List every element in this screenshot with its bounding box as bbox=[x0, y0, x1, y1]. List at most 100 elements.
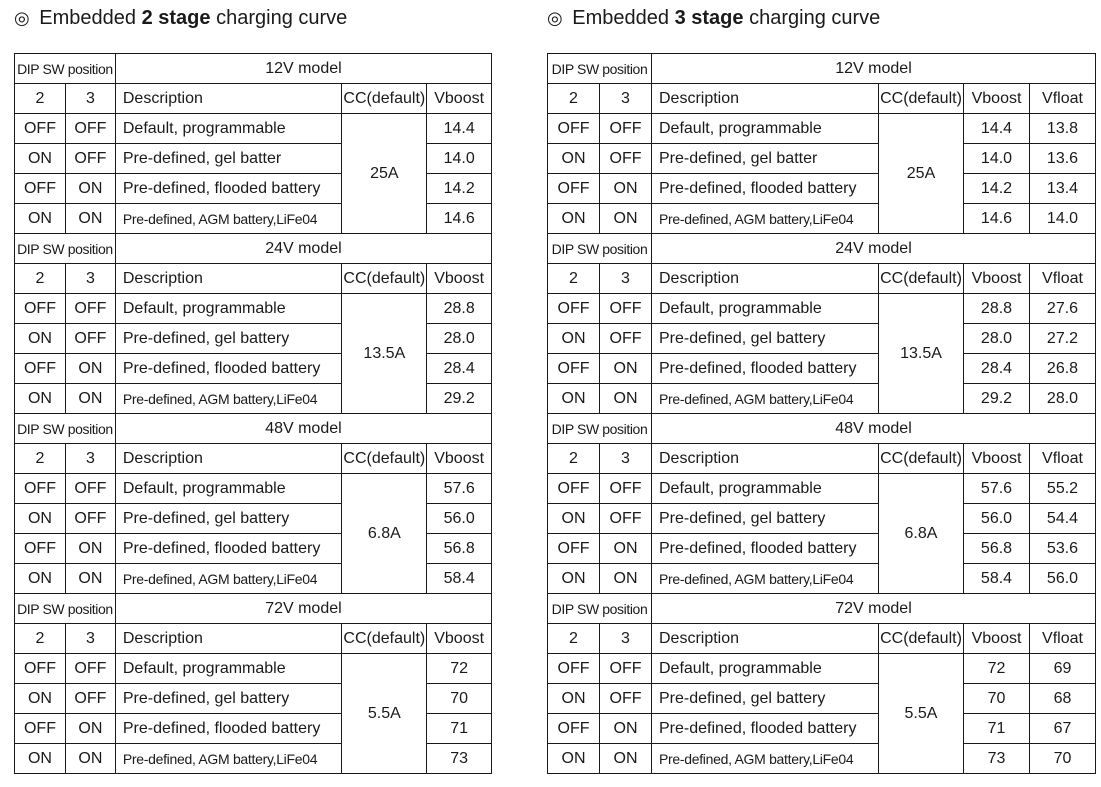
header-vboost: Vboost bbox=[426, 443, 492, 474]
vboost-value: 28.4 bbox=[426, 353, 492, 384]
dip-sw-label: DIP SW position bbox=[14, 593, 116, 624]
vboost-value: 58.4 bbox=[963, 563, 1030, 594]
battery-description: Pre-defined, flooded battery bbox=[651, 533, 879, 564]
header-sw3: 3 bbox=[64, 263, 116, 294]
battery-description: Pre-defined, AGM battery,LiFe04 bbox=[114, 563, 343, 594]
switch-3-state: OFF bbox=[64, 113, 116, 144]
switch-2-state: ON bbox=[547, 503, 600, 534]
battery-description: Pre-defined, AGM battery,LiFe04 bbox=[651, 383, 879, 414]
table-row: ON OFF Pre-defined, gel battery 56.0 54.4 bbox=[547, 503, 1096, 534]
vboost-value: 29.2 bbox=[426, 383, 492, 414]
vboost-value: 58.4 bbox=[426, 563, 492, 594]
header-cc: CC(default) bbox=[878, 623, 964, 654]
header-sw2: 2 bbox=[547, 263, 600, 294]
table-row: OFF ON Pre-defined, flooded battery 28.4 26.… bbox=[547, 353, 1096, 384]
table-row: ON ON Pre-defined, AGM battery,LiFe04 73 70 bbox=[547, 743, 1096, 774]
table-row: OFF ON Pre-defined, flooded battery 28.4 bbox=[14, 353, 492, 384]
vfloat-value: 56.0 bbox=[1029, 563, 1096, 594]
vboost-value: 14.2 bbox=[426, 173, 492, 204]
table-row: ON ON Pre-defined, AGM battery,LiFe04 58.4 5… bbox=[547, 563, 1096, 594]
header-cc: CC(default) bbox=[341, 83, 428, 114]
switch-2-state: ON bbox=[14, 683, 66, 714]
switch-2-state: OFF bbox=[547, 533, 600, 564]
battery-description: Pre-defined, gel batter bbox=[651, 143, 879, 174]
vfloat-value: 68 bbox=[1029, 683, 1096, 714]
switch-2-state: ON bbox=[14, 143, 66, 174]
switch-2-state: OFF bbox=[547, 473, 600, 504]
battery-description: Pre-defined, AGM battery,LiFe04 bbox=[114, 743, 343, 774]
switch-2-state: OFF bbox=[547, 653, 600, 684]
switch-2-state: OFF bbox=[547, 713, 600, 744]
vboost-value: 14.2 bbox=[963, 173, 1030, 204]
column-header-row: 2 3 Description CC(default) Vboost bbox=[14, 263, 492, 294]
vboost-value: 56.0 bbox=[426, 503, 492, 534]
header-sw3: 3 bbox=[64, 623, 116, 654]
vboost-value: 28.8 bbox=[963, 293, 1030, 324]
cc-default-value: 5.5A bbox=[878, 653, 964, 774]
dip-sw-label: DIP SW position bbox=[547, 233, 652, 264]
vfloat-value: 13.8 bbox=[1029, 113, 1096, 144]
battery-description: Pre-defined, gel battery bbox=[114, 683, 343, 714]
battery-description: Pre-defined, AGM battery,LiFe04 bbox=[114, 383, 343, 414]
table-row: OFF OFF Default, programmable 25A 14.4 13.8 bbox=[547, 113, 1096, 234]
heading-bold: 3 stage bbox=[674, 7, 744, 29]
table-row: ON OFF Pre-defined, gel battery 28.0 27.2 bbox=[547, 323, 1096, 354]
switch-3-state: OFF bbox=[599, 653, 652, 684]
model-title: 12V model bbox=[114, 53, 493, 84]
column-header-row: 2 3 Description CC(default) Vboost Vfloat bbox=[547, 263, 1096, 294]
switch-2-state: ON bbox=[14, 563, 66, 594]
switch-3-state: OFF bbox=[599, 323, 652, 354]
model-title: 72V model bbox=[114, 593, 493, 624]
header-cc: CC(default) bbox=[341, 263, 428, 294]
switch-3-state: ON bbox=[599, 713, 652, 744]
cc-default-value: 25A bbox=[878, 113, 964, 234]
header-vfloat: Vfloat bbox=[1029, 83, 1096, 114]
vboost-value: 73 bbox=[426, 743, 492, 774]
model-title: 48V model bbox=[651, 413, 1096, 444]
header-vboost: Vboost bbox=[963, 263, 1030, 294]
switch-3-state: OFF bbox=[64, 473, 116, 504]
vboost-value: 14.0 bbox=[963, 143, 1030, 174]
switch-3-state: OFF bbox=[64, 143, 116, 174]
model-title: 72V model bbox=[651, 593, 1096, 624]
switch-2-state: OFF bbox=[14, 353, 66, 384]
table-row: OFF OFF Default, programmable 25A 14.4 bbox=[14, 113, 492, 234]
header-sw3: 3 bbox=[64, 83, 116, 114]
model-title-row: DIP SW position 48V model bbox=[547, 413, 1096, 444]
battery-description: Default, programmable bbox=[651, 293, 879, 324]
switch-2-state: OFF bbox=[14, 113, 66, 144]
table-row: OFF OFF Default, programmable 6.8A 57.6 55.2 bbox=[547, 473, 1096, 594]
vboost-value: 14.6 bbox=[426, 203, 492, 234]
battery-description: Pre-defined, flooded battery bbox=[651, 173, 879, 204]
vboost-value: 14.4 bbox=[963, 113, 1030, 144]
battery-description: Pre-defined, flooded battery bbox=[651, 713, 879, 744]
three-stage-heading: ◎ Embedded 3 stage charging curve bbox=[547, 0, 1098, 38]
cc-default-value: 5.5A bbox=[341, 653, 428, 774]
switch-2-state: ON bbox=[547, 143, 600, 174]
table-row: ON ON Pre-defined, AGM battery,LiFe04 29.2 2… bbox=[547, 383, 1096, 414]
switch-2-state: OFF bbox=[14, 173, 66, 204]
two-stage-table: DIP SW position 12V model 2 3 Description CC(… bbox=[14, 53, 493, 774]
switch-3-state: OFF bbox=[599, 113, 652, 144]
switch-2-state: ON bbox=[547, 743, 600, 774]
column-header-row: 2 3 Description CC(default) Vboost bbox=[14, 443, 492, 474]
table-row: OFF OFF Default, programmable 6.8A 57.6 bbox=[14, 473, 492, 594]
switch-3-state: ON bbox=[599, 743, 652, 774]
table-row: ON OFF Pre-defined, gel batter 14.0 bbox=[14, 143, 492, 174]
battery-description: Pre-defined, gel batter bbox=[114, 143, 343, 174]
dip-sw-label: DIP SW position bbox=[14, 53, 116, 84]
battery-description: Pre-defined, flooded battery bbox=[114, 713, 343, 744]
vboost-value: 28.4 bbox=[963, 353, 1030, 384]
switch-2-state: OFF bbox=[14, 533, 66, 564]
battery-description: Default, programmable bbox=[114, 653, 343, 684]
cc-default-value: 13.5A bbox=[341, 293, 428, 414]
switch-3-state: ON bbox=[64, 353, 116, 384]
battery-description: Default, programmable bbox=[651, 473, 879, 504]
switch-2-state: OFF bbox=[14, 473, 66, 504]
heading-suffix: charging curve bbox=[216, 7, 348, 29]
switch-2-state: ON bbox=[547, 683, 600, 714]
table-row: ON ON Pre-defined, AGM battery,LiFe04 14.6 1… bbox=[547, 203, 1096, 234]
battery-description: Pre-defined, gel battery bbox=[114, 503, 343, 534]
model-title-row: DIP SW position 24V model bbox=[547, 233, 1096, 264]
switch-3-state: OFF bbox=[599, 683, 652, 714]
